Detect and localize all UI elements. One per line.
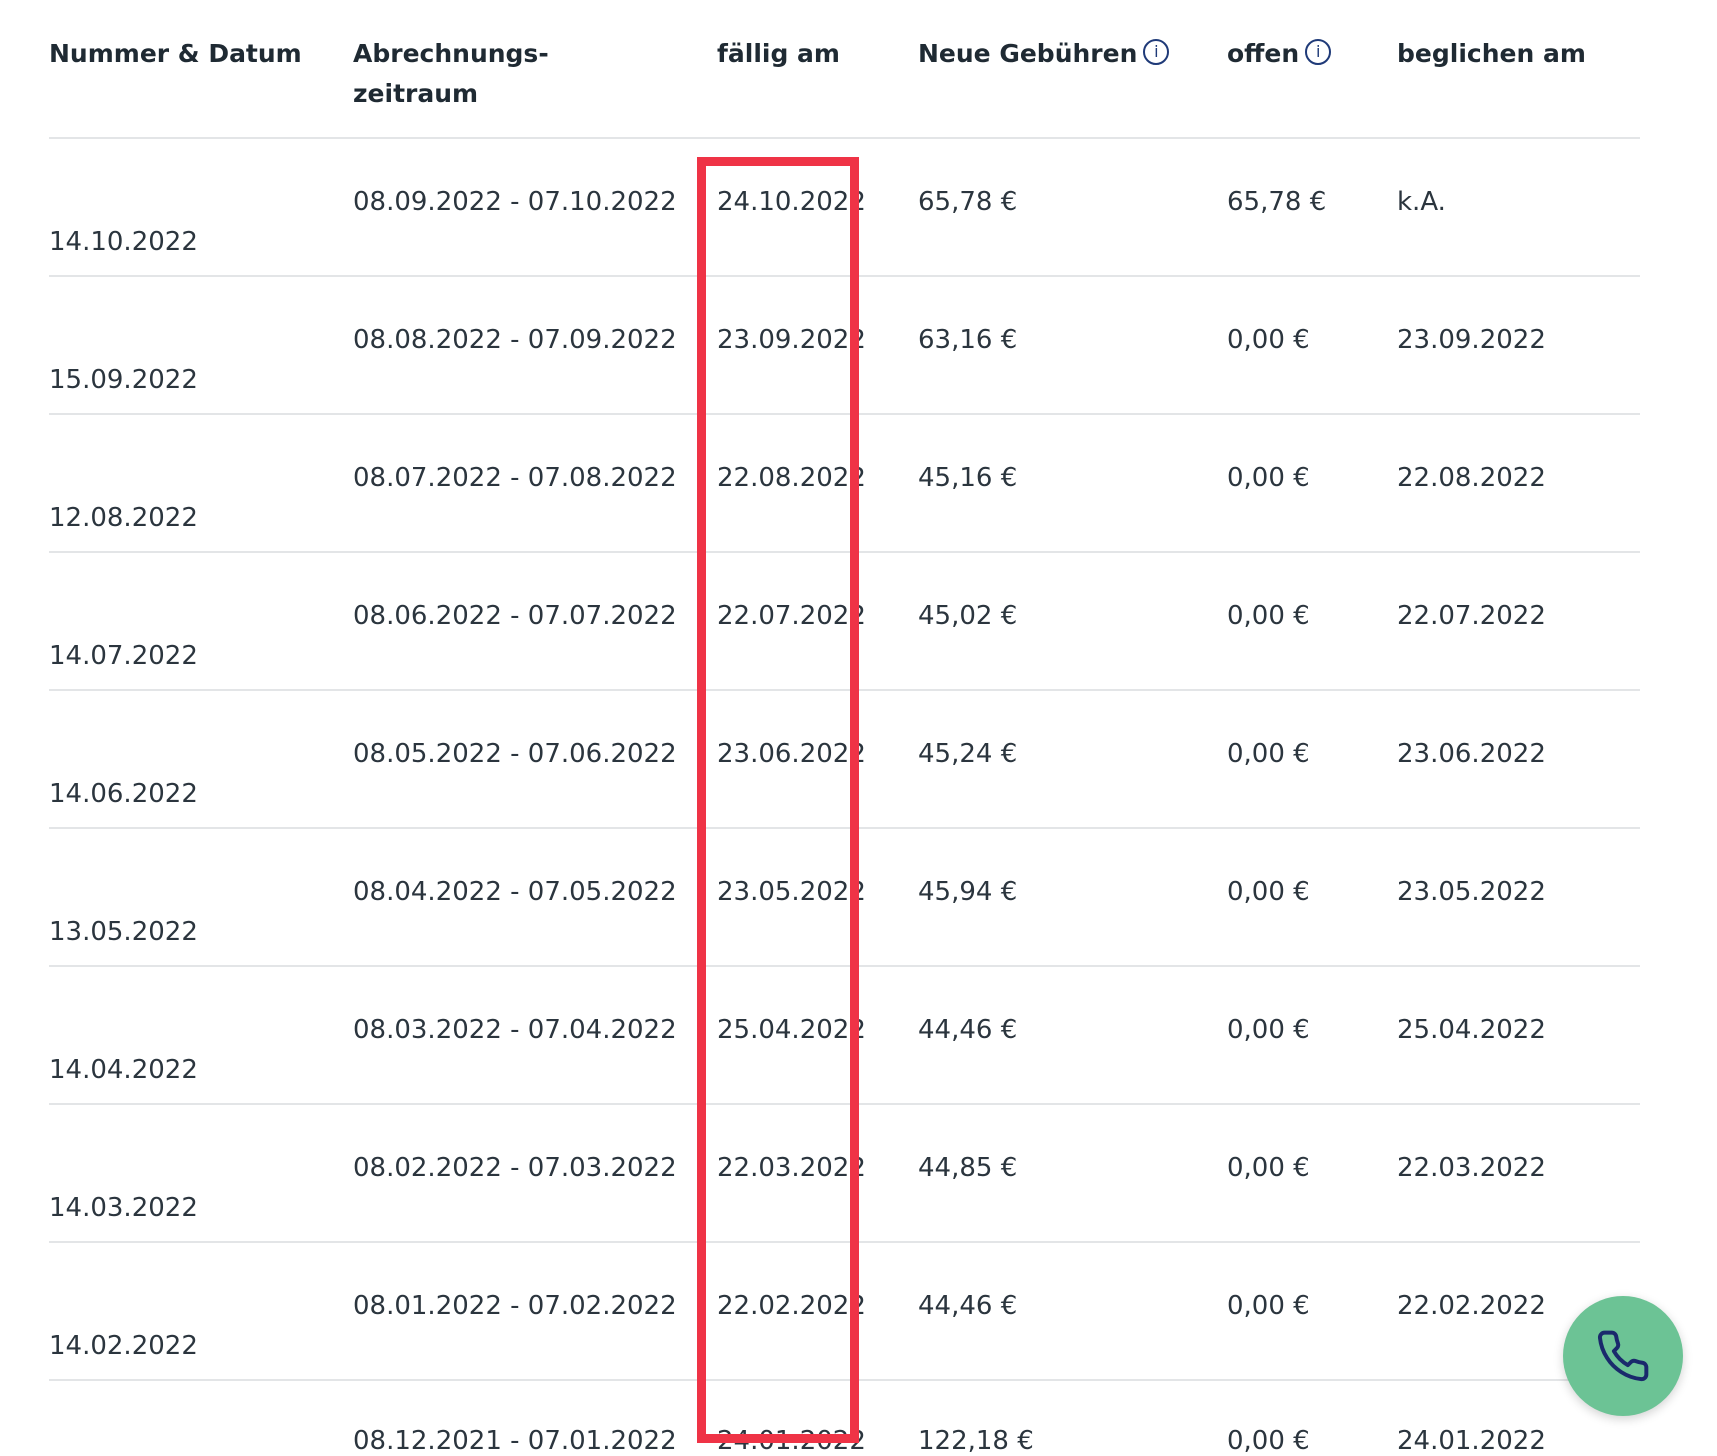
phone-icon [1597, 1330, 1649, 1382]
divider [49, 689, 1640, 691]
billing-period: 08.02.2022 - 07.03.2022 [353, 1153, 677, 1183]
invoice-date: 14.02.2022 [49, 1331, 198, 1361]
paid-date: k.A. [1397, 187, 1446, 217]
paid-date: 23.06.2022 [1397, 739, 1546, 769]
open-amount: 0,00 € [1227, 739, 1310, 769]
billing-period: 08.04.2022 - 07.05.2022 [353, 877, 677, 907]
invoice-date: 12.08.2022 [49, 503, 198, 533]
table-row[interactable]: 14.07.2022 08.06.2022 - 07.07.2022 22.07… [0, 571, 1717, 709]
header-number-date: Nummer & Datum [49, 39, 302, 68]
header-paid-on: beglichen am [1397, 39, 1586, 68]
invoice-date: 13.05.2022 [49, 917, 198, 947]
new-fees: 122,18 € [918, 1426, 1034, 1456]
table-row[interactable]: 13.05.2022 08.04.2022 - 07.05.2022 23.05… [0, 847, 1717, 985]
header-due-on: fällig am [717, 39, 840, 68]
new-fees: 44,46 € [918, 1015, 1018, 1045]
info-icon[interactable] [1143, 39, 1170, 65]
divider [49, 413, 1640, 415]
header-new-fees: Neue Gebühren [918, 34, 1170, 74]
open-amount: 65,78 € [1227, 187, 1327, 217]
table-row[interactable]: 14.06.2022 08.05.2022 - 07.06.2022 23.06… [0, 709, 1717, 847]
billing-period: 08.01.2022 - 07.02.2022 [353, 1291, 677, 1321]
due-date: 24.01.2022 [717, 1426, 866, 1456]
billing-period: 08.09.2022 - 07.10.2022 [353, 187, 677, 217]
new-fees: 45,94 € [918, 877, 1018, 907]
info-icon[interactable] [1305, 39, 1332, 65]
divider [49, 137, 1640, 139]
due-date: 23.05.2022 [717, 877, 866, 907]
paid-date: 22.08.2022 [1397, 463, 1546, 493]
paid-date: 22.03.2022 [1397, 1153, 1546, 1183]
due-date: 25.04.2022 [717, 1015, 866, 1045]
table-row[interactable]: 14.04.2022 08.03.2022 - 07.04.2022 25.04… [0, 985, 1717, 1123]
header-billing-period: Abrechnungs- zeitraum [353, 34, 549, 114]
table-row[interactable]: 15.09.2022 08.08.2022 - 07.09.2022 23.09… [0, 295, 1717, 433]
call-button[interactable] [1563, 1296, 1683, 1416]
billing-period: 08.05.2022 - 07.06.2022 [353, 739, 677, 769]
open-amount: 0,00 € [1227, 1153, 1310, 1183]
invoice-date: 14.10.2022 [49, 227, 198, 257]
paid-date: 25.04.2022 [1397, 1015, 1546, 1045]
invoice-date: 14.06.2022 [49, 779, 198, 809]
header-billing-period-line1: Abrechnungs- [353, 39, 549, 68]
open-amount: 0,00 € [1227, 1291, 1310, 1321]
open-amount: 0,00 € [1227, 463, 1310, 493]
paid-date: 24.01.2022 [1397, 1426, 1546, 1456]
open-amount: 0,00 € [1227, 877, 1310, 907]
table-row[interactable]: 12.08.2022 08.07.2022 - 07.08.2022 22.08… [0, 433, 1717, 571]
billing-period: 08.03.2022 - 07.04.2022 [353, 1015, 677, 1045]
due-date: 22.08.2022 [717, 463, 866, 493]
billing-period: 08.08.2022 - 07.09.2022 [353, 325, 677, 355]
table-row[interactable]: 14.03.2022 08.02.2022 - 07.03.2022 22.03… [0, 1123, 1717, 1261]
header-open-label: offen [1227, 39, 1300, 68]
divider [49, 965, 1640, 967]
new-fees: 45,24 € [918, 739, 1018, 769]
open-amount: 0,00 € [1227, 1015, 1310, 1045]
invoice-date: 14.04.2022 [49, 1055, 198, 1085]
divider [49, 1379, 1640, 1381]
paid-date: 22.02.2022 [1397, 1291, 1546, 1321]
billing-period: 08.06.2022 - 07.07.2022 [353, 601, 677, 631]
new-fees: 65,78 € [918, 187, 1018, 217]
table-row[interactable]: 08.12.2021 - 07.01.2022 24.01.2022 122,1… [0, 1399, 1717, 1456]
billing-period: 08.07.2022 - 07.08.2022 [353, 463, 677, 493]
divider [49, 551, 1640, 553]
divider [49, 827, 1640, 829]
table-row[interactable]: 14.10.2022 08.09.2022 - 07.10.2022 24.10… [0, 157, 1717, 295]
invoice-date: 14.07.2022 [49, 641, 198, 671]
paid-date: 22.07.2022 [1397, 601, 1546, 631]
new-fees: 63,16 € [918, 325, 1018, 355]
header-open: offen [1227, 34, 1332, 74]
divider [49, 1103, 1640, 1105]
due-date: 23.06.2022 [717, 739, 866, 769]
invoice-date: 15.09.2022 [49, 365, 198, 395]
open-amount: 0,00 € [1227, 325, 1310, 355]
new-fees: 44,85 € [918, 1153, 1018, 1183]
paid-date: 23.05.2022 [1397, 877, 1546, 907]
due-date: 22.07.2022 [717, 601, 866, 631]
table-row[interactable]: 14.02.2022 08.01.2022 - 07.02.2022 22.02… [0, 1261, 1717, 1399]
new-fees: 45,02 € [918, 601, 1018, 631]
new-fees: 45,16 € [918, 463, 1018, 493]
header-billing-period-line2: zeitraum [353, 79, 479, 108]
divider [49, 275, 1640, 277]
due-date: 22.02.2022 [717, 1291, 866, 1321]
invoice-date: 14.03.2022 [49, 1193, 198, 1223]
header-new-fees-label: Neue Gebühren [918, 39, 1138, 68]
due-date: 22.03.2022 [717, 1153, 866, 1183]
open-amount: 0,00 € [1227, 1426, 1310, 1456]
divider [49, 1241, 1640, 1243]
open-amount: 0,00 € [1227, 601, 1310, 631]
paid-date: 23.09.2022 [1397, 325, 1546, 355]
due-date: 24.10.2022 [717, 187, 866, 217]
new-fees: 44,46 € [918, 1291, 1018, 1321]
billing-period: 08.12.2021 - 07.01.2022 [353, 1426, 677, 1456]
due-date: 23.09.2022 [717, 325, 866, 355]
